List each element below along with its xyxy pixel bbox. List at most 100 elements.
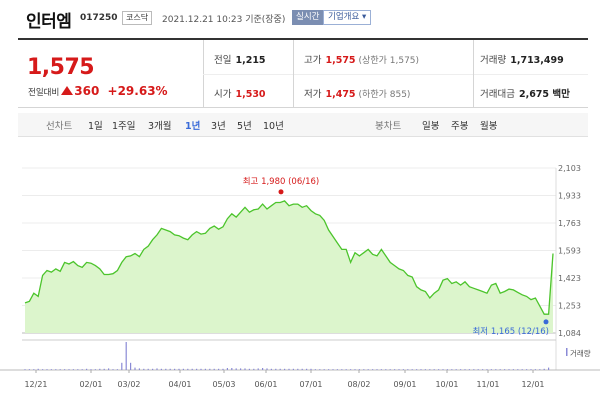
tab-10y[interactable]: 10년 bbox=[263, 121, 284, 132]
volume-bar bbox=[103, 368, 105, 370]
volume-bar bbox=[490, 369, 492, 370]
divider bbox=[293, 40, 294, 108]
volume-bar bbox=[468, 369, 470, 370]
tab-daily[interactable]: 일봉 bbox=[422, 121, 440, 132]
volume-bar bbox=[24, 369, 26, 370]
volume-bar bbox=[46, 369, 48, 370]
volume-bar bbox=[407, 369, 409, 370]
volume-bar bbox=[204, 368, 206, 370]
volume-bar bbox=[354, 369, 356, 370]
volume-bar bbox=[420, 369, 422, 370]
volume-bar bbox=[81, 369, 83, 370]
price-chart[interactable]: 2,103 1,933 1,763 1,593 1,423 1,253 1,084 최고 1,… bbox=[0, 140, 600, 405]
company-overview-dropdown[interactable]: 기업개요 ▾ bbox=[323, 10, 372, 25]
volume-bar bbox=[222, 368, 224, 370]
volume-bar bbox=[262, 368, 264, 370]
volume-bar bbox=[512, 369, 514, 370]
volume-bar bbox=[33, 369, 35, 370]
volume-bar bbox=[266, 368, 268, 370]
volume-bar bbox=[477, 369, 479, 370]
low-value: 1,475 bbox=[325, 89, 356, 100]
x-tick-label: 11/01 bbox=[476, 380, 499, 389]
y-tick-label: 1,253 bbox=[558, 302, 581, 311]
prev-close-cell: 전일 1,215 bbox=[214, 52, 266, 66]
volume-bar bbox=[548, 367, 550, 370]
volume-bar bbox=[402, 369, 404, 370]
volume-bar bbox=[499, 369, 501, 370]
volume-bar bbox=[213, 368, 215, 370]
volume-bar bbox=[297, 368, 299, 370]
volume-bar bbox=[191, 368, 193, 370]
tab-weekly[interactable]: 주봉 bbox=[451, 121, 469, 132]
tab-3m[interactable]: 3개월 bbox=[148, 121, 172, 132]
quote-datetime: 2021.12.21 10:23 기준(장중) bbox=[162, 15, 286, 25]
volume-bar bbox=[429, 369, 431, 370]
volume-bar bbox=[376, 369, 378, 370]
volume-bar bbox=[28, 369, 30, 370]
y-tick-label: 1,423 bbox=[558, 274, 581, 283]
volume-bar bbox=[68, 369, 70, 370]
trade-value-label: 거래대금 bbox=[480, 89, 515, 100]
volume-bar bbox=[152, 368, 154, 370]
up-arrow-icon bbox=[61, 86, 74, 95]
stock-name: 인터엠 bbox=[26, 12, 72, 32]
low-marker bbox=[543, 319, 549, 325]
volume-bar bbox=[116, 369, 118, 370]
tab-5y[interactable]: 5년 bbox=[237, 121, 252, 132]
volume-bar bbox=[64, 369, 66, 370]
market-badge: 코스닥 bbox=[122, 11, 153, 25]
volume-bar bbox=[121, 362, 123, 370]
volume-bar bbox=[257, 368, 259, 370]
volume-bar bbox=[389, 369, 391, 370]
volume-bar bbox=[367, 369, 369, 370]
high-value: 1,575 bbox=[325, 55, 356, 66]
volume-bar bbox=[508, 369, 510, 370]
volume-value: 1,713,499 bbox=[510, 55, 564, 66]
x-tick-label: 05/03 bbox=[212, 380, 235, 389]
tab-monthly[interactable]: 월봉 bbox=[480, 121, 498, 132]
x-tick-label: 02/01 bbox=[79, 380, 102, 389]
tab-3y[interactable]: 3년 bbox=[211, 121, 226, 132]
stock-code: 017250 bbox=[80, 13, 118, 23]
volume-bar bbox=[99, 368, 101, 370]
volume-bar bbox=[209, 368, 211, 370]
tab-1w[interactable]: 1주일 bbox=[112, 121, 136, 132]
realtime-button[interactable]: 실시간 bbox=[292, 10, 324, 25]
chart-period-tabs: 선차트 1일 1주일 3개월 1년 3년 5년 10년 봉차트 일봉 주봉 월봉 bbox=[18, 113, 588, 137]
high-marker bbox=[278, 189, 284, 195]
volume-bar bbox=[446, 369, 448, 370]
y-tick-label: 1,084 bbox=[558, 329, 581, 338]
line-chart-label: 선차트 bbox=[46, 121, 73, 132]
volume-bar bbox=[451, 369, 453, 370]
volume-bar bbox=[438, 369, 440, 370]
volume-bar bbox=[442, 369, 444, 370]
volume-bar bbox=[394, 369, 396, 370]
volume-bar bbox=[218, 368, 220, 370]
x-tick-label: 07/01 bbox=[299, 380, 322, 389]
volume-bar bbox=[143, 368, 145, 370]
open-label: 시가 bbox=[214, 89, 232, 100]
volume-label: 거래량 bbox=[480, 55, 507, 66]
volume-bar bbox=[504, 369, 506, 370]
volume-bar bbox=[59, 369, 61, 370]
tab-1y[interactable]: 1년 bbox=[185, 121, 201, 132]
volume-bar bbox=[310, 368, 312, 370]
x-tick-label: 03/02 bbox=[117, 380, 140, 389]
x-tick-label: 12/21 bbox=[24, 380, 47, 389]
prev-close-label: 전일 bbox=[214, 55, 232, 66]
x-tick-label: 06/01 bbox=[254, 380, 277, 389]
tab-1d[interactable]: 1일 bbox=[88, 121, 103, 132]
y-tick-label: 2,103 bbox=[558, 164, 581, 173]
volume-bar bbox=[169, 368, 171, 370]
volume-bar bbox=[530, 369, 532, 370]
volume-bar bbox=[77, 369, 79, 370]
volume-legend-label: 거래량 bbox=[570, 349, 591, 358]
volume-bar bbox=[323, 369, 325, 370]
volume-bar bbox=[174, 368, 176, 370]
volume-bar bbox=[292, 368, 294, 370]
volume-bar bbox=[182, 368, 184, 370]
volume-bar bbox=[165, 368, 167, 370]
volume-bar bbox=[112, 369, 114, 370]
volume-bar bbox=[526, 369, 528, 370]
volume-legend-swatch bbox=[566, 348, 568, 356]
